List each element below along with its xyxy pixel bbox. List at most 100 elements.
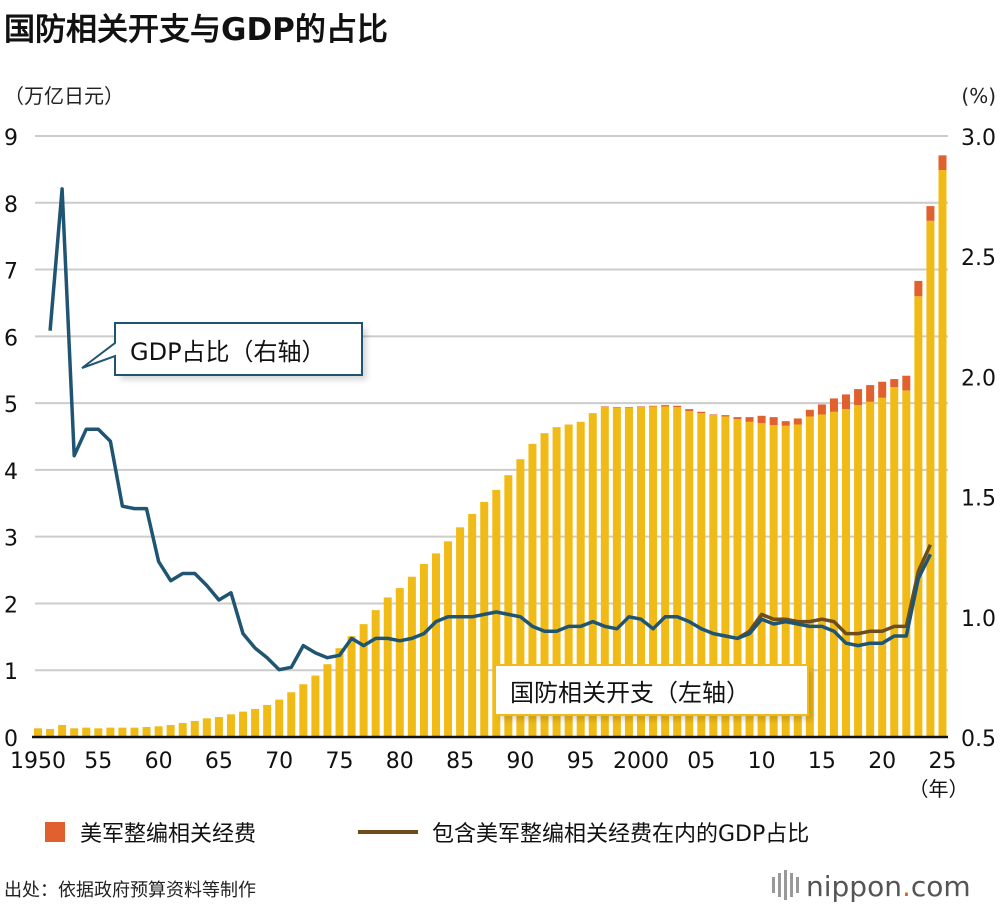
chart-title: 国防相关开支与GDP的占比 (4, 12, 388, 48)
defense-spending-bar (709, 415, 718, 737)
realignment-cost-bar (721, 415, 730, 417)
defense-spending-bar (70, 728, 79, 737)
defense-spending-bar (576, 421, 585, 737)
x-tick-label: 70 (265, 749, 293, 774)
realignment-cost-bar (878, 381, 887, 398)
defense-spending-bar (842, 409, 851, 737)
defense-spending-bar (902, 390, 911, 737)
defense-spending-bar (938, 170, 947, 738)
defense-spending-bar (431, 553, 440, 737)
gdp-ratio-label: GDP占比（右轴） (130, 338, 326, 366)
realignment-cost-bar (709, 414, 718, 416)
defense-spending-bar (299, 684, 308, 737)
defense-spending-bar (251, 708, 260, 737)
defense-spending-bar (383, 597, 392, 737)
realignment-cost-bar (805, 409, 814, 417)
x-axis-unit: （年） (909, 777, 969, 801)
defense-spending-bar (829, 411, 838, 737)
defense-spending-bar (612, 407, 621, 737)
defense-spending-bar (419, 564, 428, 737)
defense-spending-bar (637, 407, 645, 737)
defense-spending-bar (540, 433, 549, 737)
callout-box (494, 664, 809, 716)
defense-spending-bar (178, 722, 187, 737)
defense-spending-bar (504, 475, 513, 737)
defense-spending-bar (866, 401, 875, 737)
defense-spending-bar (275, 699, 284, 737)
defense-spending-bar (94, 728, 103, 737)
gdp-ratio-line (48, 187, 932, 672)
left-tick-label: 3 (4, 527, 18, 552)
defense-spending-bar (854, 405, 863, 737)
axes: 0 1 2 3 4 5 6 7 8 9 0.5 1.0 1.5 2.0 2.5 3.0 1950 55 60 65 70… (4, 126, 996, 801)
defense-spending-bar (745, 421, 754, 737)
defense-spending-bar (335, 648, 344, 737)
defense-callout: 国防相关开支（左轴） (494, 664, 813, 720)
right-tick-label: 0.5 (961, 727, 996, 752)
defense-spending-bar (58, 724, 67, 737)
x-tick-label: 85 (446, 749, 474, 774)
defense-spending-bar (914, 296, 923, 737)
x-tick-label: 25 (929, 749, 957, 774)
legend-label-gdp-incl: 包含美军整编相关经费在内的GDP占比 (432, 822, 809, 847)
realignment-cost-bar (769, 417, 778, 426)
right-tick-label: 3.0 (961, 126, 996, 151)
defense-spending-bar (878, 397, 887, 737)
realignment-cost-bar (697, 411, 706, 414)
left-tick-label: 6 (4, 326, 18, 351)
callout-box (81, 322, 363, 376)
realignment-cost-bar (757, 415, 766, 424)
x-tick-label: 15 (808, 749, 836, 774)
legend-label-realignment: 美军整编相关经费 (80, 822, 256, 847)
realignment-cost-bar (817, 404, 826, 415)
defense-spending-bar (287, 692, 296, 737)
bars (34, 155, 947, 738)
defense-spending-bar (661, 406, 670, 737)
x-tick-label: 75 (326, 749, 354, 774)
defense-spending-bar (239, 711, 248, 737)
x-tick-label: 10 (748, 749, 776, 774)
defense-spending-bar (528, 443, 537, 737)
x-tick-label: 2000 (613, 749, 669, 774)
defense-spending-bar (564, 424, 573, 737)
realignment-cost-bar (612, 407, 621, 408)
defense-spending-bar (516, 459, 525, 737)
realignment-cost-bar (745, 417, 754, 422)
realignment-cost-bar (781, 421, 790, 426)
x-tick-label: 55 (84, 749, 112, 774)
realignment-cost-bar (866, 385, 875, 402)
left-tick-label: 5 (4, 393, 18, 418)
defense-spending-bar (263, 704, 272, 737)
defense-spending-bar (468, 513, 477, 737)
realignment-cost-bar (600, 406, 609, 408)
right-tick-label: 2.5 (961, 246, 996, 271)
realignment-cost-bar (854, 389, 863, 406)
defense-spending-bar (769, 425, 778, 737)
defense-spending-bar (552, 427, 561, 737)
defense-spending-bar (721, 416, 730, 737)
defense-spending-bar (793, 424, 802, 737)
defense-spending-bar (118, 727, 127, 737)
realignment-cost-bar (829, 398, 838, 412)
realignment-cost-bar (793, 418, 802, 425)
defense-spending-label: 国防相关开支（左轴） (510, 679, 750, 707)
defense-spending-bar (359, 624, 368, 737)
defense-spending-bar (154, 726, 163, 737)
defense-spending-bar (733, 419, 742, 737)
x-tick-label: 20 (868, 749, 896, 774)
defense-spending-bar (697, 413, 706, 737)
right-tick-label: 1.5 (961, 487, 996, 512)
defense-spending-bar (685, 411, 694, 737)
realignment-cost-bar (624, 407, 633, 408)
defense-spending-bar (347, 636, 356, 737)
x-tick-label: 90 (506, 749, 534, 774)
left-tick-label: 8 (4, 193, 18, 218)
left-tick-label: 9 (4, 126, 18, 151)
defense-spending-bar (444, 541, 453, 737)
left-tick-label: 4 (4, 460, 18, 485)
left-tick-label: 2 (4, 593, 18, 618)
defense-spending-bar (890, 387, 899, 737)
defense-spending-bar (166, 724, 175, 737)
